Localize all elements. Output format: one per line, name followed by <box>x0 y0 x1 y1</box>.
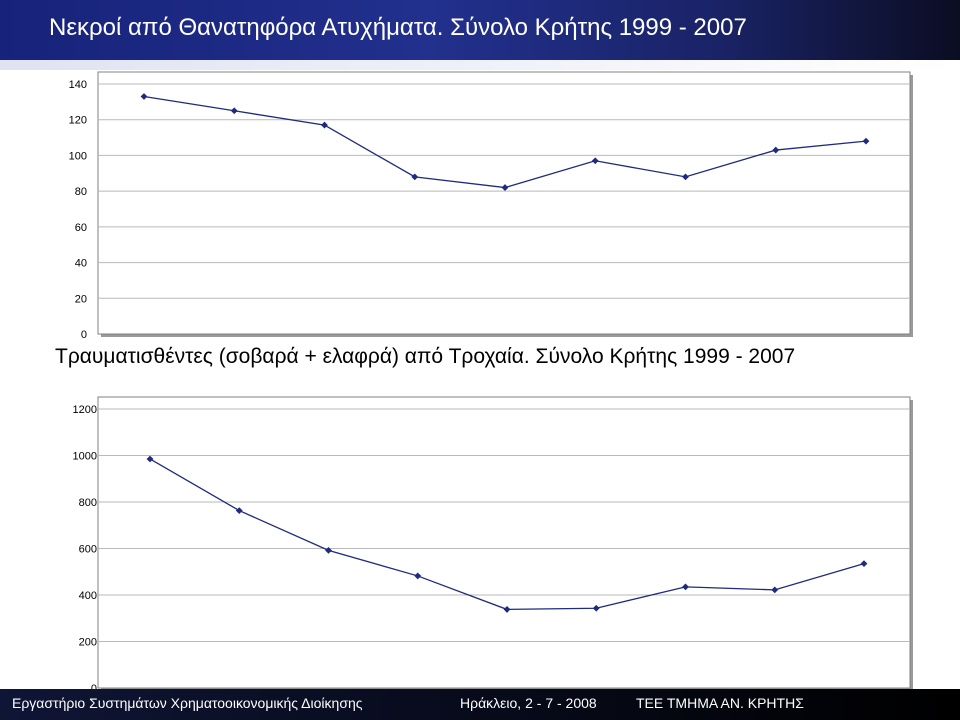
chart1-data-point <box>230 107 238 115</box>
chart2-data-point <box>503 606 511 613</box>
chart1-ytick-label: 60 <box>75 222 87 234</box>
chart2-ytick-label: 800 <box>79 497 97 509</box>
chart1-data-point <box>140 93 148 100</box>
chart1-ytick-label: 40 <box>75 258 87 270</box>
chart2-data-point <box>235 507 243 515</box>
footer-organization: ΤΕΕ ΤΜΗΜΑ ΑΝ. ΚΡΗΤΗΣ <box>636 695 804 711</box>
page-title: Νεκροί από Θανατηφόρα Ατυχήματα. Σύνολο … <box>49 14 747 41</box>
header-band <box>0 60 960 70</box>
chart1-data-point <box>411 173 419 181</box>
footer-date: Ηράκλειο, 2 - 7 - 2008 <box>460 695 597 711</box>
chart2-data-point <box>592 604 600 612</box>
footer-lab-name: Εργαστήριο Συστημάτων Χρηματοοικονομικής… <box>12 695 363 711</box>
chart1-ytick-label: 80 <box>75 186 87 198</box>
chart2-data-point <box>682 583 689 591</box>
chart1-data-point <box>501 184 509 191</box>
chart2-ytick-label: 600 <box>79 544 97 556</box>
chart1-data-point <box>682 173 689 181</box>
chart2-ytick-label: 1000 <box>73 451 97 463</box>
chart2-plot-area <box>97 396 911 689</box>
header-bar: Νεκροί από Θανατηφόρα Ατυχήματα. Σύνολο … <box>0 0 960 60</box>
chart1-ytick-label: 140 <box>69 79 87 91</box>
chart2-data-point <box>414 572 422 580</box>
chart1-plot-area <box>97 71 911 335</box>
chart2-data-point <box>860 560 868 568</box>
chart2-ytick-label: 200 <box>79 637 97 649</box>
chart2-data-point <box>325 546 332 554</box>
chart2-data-point <box>146 455 154 463</box>
chart1-ytick-label: 0 <box>81 329 87 341</box>
chart2-ytick-label: 400 <box>79 590 97 602</box>
chart2-title: Τραυματισθέντες (σοβαρά + ελαφρά) από Τρ… <box>55 345 796 368</box>
chart1-data-point <box>772 146 780 154</box>
chart1-data-point <box>862 137 870 145</box>
chart1-data-point <box>591 157 599 165</box>
chart2-ytick-label: 1200 <box>73 404 97 416</box>
chart1-ytick-label: 100 <box>69 150 87 162</box>
chart1-data-point <box>321 121 328 129</box>
footer-bar: Εργαστήριο Συστημάτων Χρηματοοικονομικής… <box>0 689 960 720</box>
chart1-ytick-label: 20 <box>75 293 87 305</box>
chart2-data-point <box>771 586 779 594</box>
chart1-ytick-label: 120 <box>69 115 87 127</box>
